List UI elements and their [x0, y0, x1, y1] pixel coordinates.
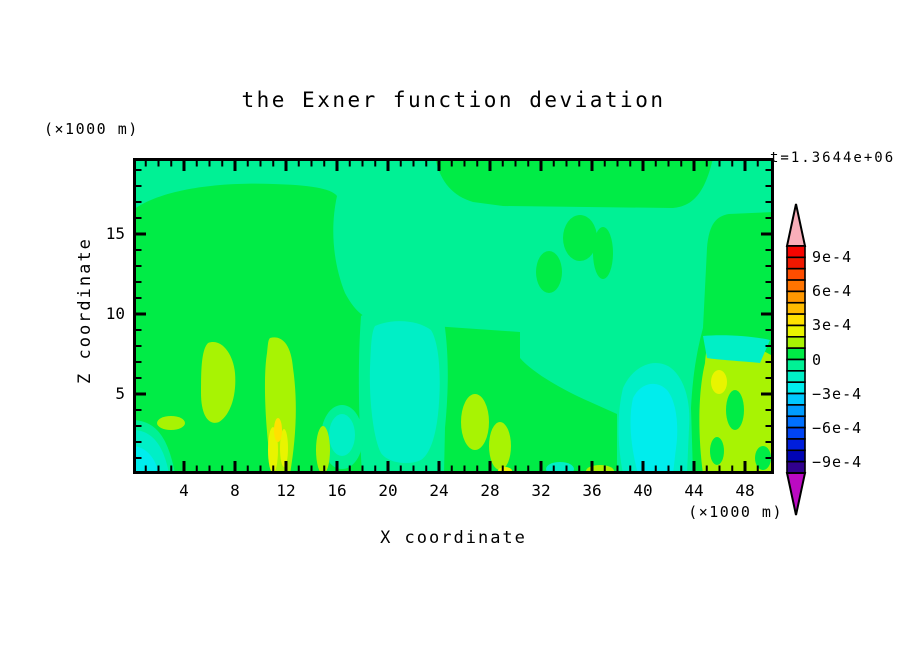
colorbar-tick-label: 9e-4 [812, 248, 853, 267]
colorbar-cell [786, 256, 806, 270]
colorbar-under-arrow [785, 472, 807, 516]
z-tick-label: 10 [105, 304, 125, 323]
colorbar-cell [786, 438, 806, 452]
colorbar-cell [786, 460, 806, 474]
colorbar-cell [786, 426, 806, 440]
contour-region-green-blob-aloft [563, 215, 597, 261]
contour-plot [133, 158, 774, 474]
colorbar-tick-label: −3e-4 [812, 384, 863, 403]
colorbar-cell [786, 381, 806, 395]
colorbar-cell [786, 336, 806, 349]
x-tick-label: 4 [179, 481, 189, 500]
contour-region-chartreuse-plume [461, 394, 489, 450]
contour-region-chartreuse-plume [201, 342, 236, 423]
contour-region-gold-core [274, 418, 282, 442]
x-axis-unit-note: (×1000 m) [688, 503, 783, 521]
contour-region-chartreuse-plume [489, 422, 511, 470]
colorbar-cell [786, 358, 806, 372]
colorbar-over-arrow [785, 203, 807, 247]
x-tick-label: 44 [684, 481, 704, 500]
contour-region-cyan-corner-core [133, 446, 159, 474]
colorbar-cell [786, 324, 806, 338]
colorbar-cell [786, 449, 806, 463]
z-tick-label: 5 [115, 384, 125, 403]
colorbar-cells [786, 245, 806, 474]
x-tick-label: 20 [378, 481, 398, 500]
colorbar-cell [786, 279, 806, 293]
z-axis-unit-note: (×1000 m) [44, 120, 139, 138]
x-tick-label: 12 [276, 481, 296, 500]
x-tick-label: 24 [429, 481, 449, 500]
colorbar-tick-label: −6e-4 [812, 418, 863, 437]
colorbar-tick-label: −9e-4 [812, 452, 863, 471]
contour-region-green-blob-aloft [593, 227, 613, 279]
contour-region-green-hole [726, 390, 744, 430]
contour-region-chartreuse-streak [316, 426, 330, 474]
x-tick-label: 36 [582, 481, 602, 500]
contour-region-aquamarine-wedge [703, 335, 770, 363]
x-tick-label: 8 [230, 481, 240, 500]
colorbar-cell [786, 347, 806, 361]
axis-ticks [136, 161, 771, 471]
contour-region-aquamarine-blob [329, 414, 355, 456]
chart-title: the Exner function deviation [241, 88, 666, 112]
colorbar-cell [786, 301, 806, 315]
contour-region-green-hole [755, 446, 771, 470]
colorbar-cell [786, 415, 806, 429]
colorbar-cell [786, 370, 806, 384]
x-tick-label: 16 [327, 481, 347, 500]
colorbar-cell [786, 404, 806, 418]
x-axis-title: X coordinate [380, 528, 527, 548]
colorbar-cell [786, 392, 806, 406]
contour-region-yellow-core [280, 429, 288, 467]
contour-region-cyan-core [630, 383, 678, 474]
contour-region-green-hole [710, 437, 724, 465]
colorbar-cell [786, 290, 806, 304]
colorbar-cell [786, 313, 806, 327]
timestamp-label: t=1.3644e+06 [770, 150, 896, 166]
contour-region-aquamarine-central [369, 321, 440, 464]
colorbar-tick-label: 3e-4 [812, 316, 853, 335]
colorbar-tick-label: 6e-4 [812, 282, 853, 301]
x-tick-label: 32 [531, 481, 551, 500]
contour-region-green-blob-aloft [536, 251, 562, 293]
z-tick-label: 15 [105, 224, 125, 243]
colorbar-tick-label: 0 [812, 350, 823, 369]
colorbar [785, 203, 807, 516]
plot-frame [133, 158, 774, 474]
colorbar-cell [786, 267, 806, 281]
contour-region-yellow-core [711, 370, 727, 394]
contour-region-chartreuse-spot [157, 416, 185, 430]
colorbar-cell [786, 245, 806, 259]
x-tick-label: 28 [480, 481, 500, 500]
x-tick-label: 48 [735, 481, 755, 500]
x-tick-label: 40 [633, 481, 653, 500]
